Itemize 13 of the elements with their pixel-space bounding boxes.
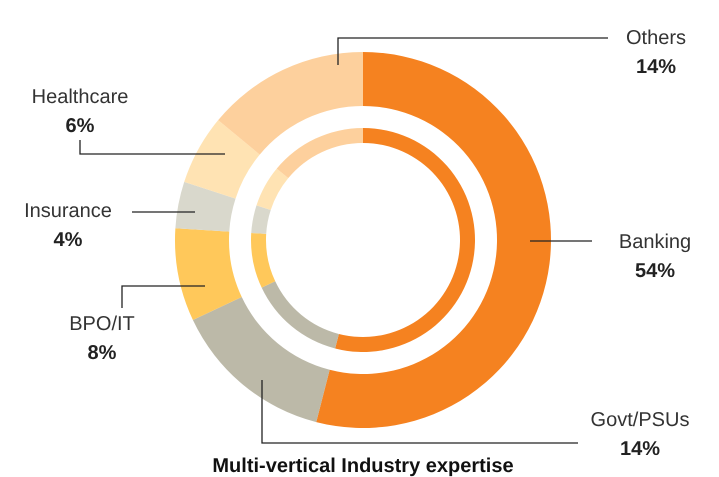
data-label: 14% [636,56,676,78]
data-label: 54% [634,260,676,282]
slice-label: Others [626,27,686,49]
data-label: 8% [88,342,117,364]
slice-label: BPO/IT [69,313,135,335]
slice-label: Govt/PSUs [590,409,690,431]
data-label: 14% [620,438,660,460]
text: Multi-vertical Industry expertise [212,455,514,477]
slice-label: Healthcare [32,86,128,108]
slice-label: Banking [618,231,692,253]
data-label: 6% [66,115,95,137]
data-label: 4% [54,229,83,251]
slice-label: Insurance [24,200,112,222]
